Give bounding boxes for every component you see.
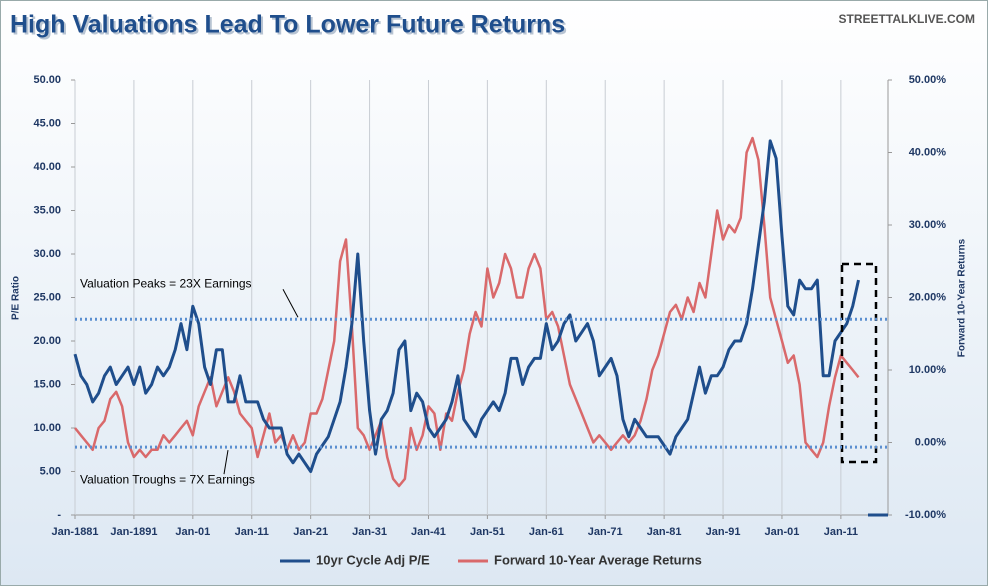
y2-tick-label: 20.00% <box>909 291 947 303</box>
x-tick-label: Jan-11 <box>824 526 858 538</box>
y2-tick-label: 40.00% <box>909 146 947 158</box>
y2-tick-label: -10.00% <box>905 509 946 521</box>
x-tick-label: Jan-21 <box>293 526 328 538</box>
y2-tick-label: 50.00% <box>909 74 947 86</box>
x-tick-label: Jan-31 <box>352 526 387 538</box>
y2-tick-label: 30.00% <box>909 219 947 231</box>
reference-pointer <box>282 289 299 318</box>
reference-label: Valuation Peaks = 23X Earnings <box>80 276 252 290</box>
y-tick-label: - <box>57 509 61 521</box>
legend-label: 10yr Cycle Adj P/E <box>316 552 430 567</box>
source: STREETTALKLIVE.COM <box>839 12 975 26</box>
y-tick-label: 5.00 <box>40 465 61 477</box>
y-tick-label: 35.00 <box>33 204 61 216</box>
y-tick-label: 25.00 <box>33 291 61 303</box>
y-tick-label: 15.00 <box>33 378 61 390</box>
x-tick-label: Jan-91 <box>706 526 741 538</box>
legend-label: Forward 10-Year Average Returns <box>494 552 702 567</box>
series-line <box>73 139 860 473</box>
reference-pointer <box>223 450 229 475</box>
highlight-box <box>840 262 878 464</box>
x-tick-label: Jan-41 <box>411 526 446 538</box>
y-tick-label: 20.00 <box>33 335 61 347</box>
y2-tick-label: 10.00% <box>909 364 947 376</box>
reference-label: Valuation Troughs = 7X Earnings <box>80 472 255 486</box>
x-tick-label: Jan-71 <box>588 526 623 538</box>
series-line <box>74 136 860 488</box>
y2-axis-label: Forward 10-Year Returns <box>957 238 968 357</box>
y-tick-label: 40.00 <box>33 161 61 173</box>
x-tick-label: Jan-11 <box>235 526 269 538</box>
x-tick-label: Jan-01 <box>175 526 210 538</box>
x-tick-label: Jan-81 <box>647 526 682 538</box>
x-tick-label: Jan-1891 <box>110 526 157 538</box>
x-tick-label: Jan-61 <box>529 526 564 538</box>
chart-title: High Valuations Lead To Lower Future Ret… <box>10 11 565 39</box>
x-tick-label: Jan-1881 <box>51 526 98 538</box>
x-tick-label: Jan-51 <box>470 526 505 538</box>
title-shadow: High Valuations Lead To Lower Future Ret… <box>12 13 567 41</box>
y-tick-label: 50.00 <box>33 74 61 86</box>
y-axis-label: P/E Ratio <box>11 276 22 320</box>
y-tick-label: 30.00 <box>33 248 61 260</box>
y-tick-label: 10.00 <box>33 422 61 434</box>
x-tick-label: Jan-01 <box>765 526 800 538</box>
y-tick-label: 45.00 <box>33 117 61 129</box>
y2-tick-label: 0.00% <box>915 436 946 448</box>
